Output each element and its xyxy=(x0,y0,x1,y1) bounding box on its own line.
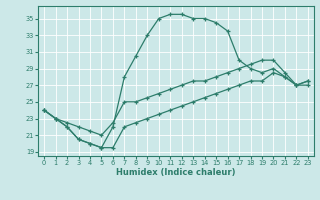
X-axis label: Humidex (Indice chaleur): Humidex (Indice chaleur) xyxy=(116,168,236,177)
